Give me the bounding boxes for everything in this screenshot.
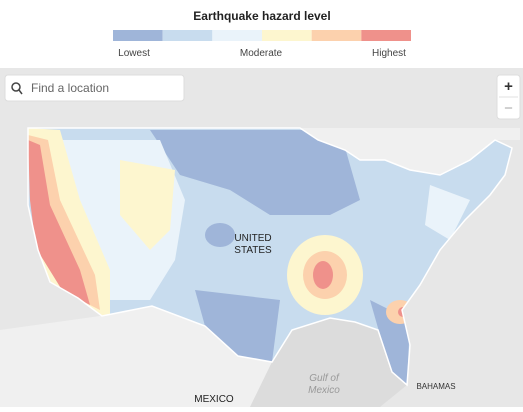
legend-swatch — [361, 30, 411, 41]
search-placeholder: Find a location — [31, 81, 109, 95]
gulf-label: Gulf of — [309, 373, 340, 384]
gulf-label: Mexico — [308, 385, 340, 396]
legend-bar — [113, 30, 411, 41]
legend-label: Moderate — [240, 48, 283, 59]
legend-swatch — [311, 30, 362, 41]
legend-label: Lowest — [118, 48, 150, 59]
zoom-in[interactable]: + — [504, 78, 513, 95]
legend-label: Highest — [372, 48, 406, 59]
country-label: STATES — [234, 245, 272, 256]
legend-swatch — [162, 30, 213, 41]
gulf-water — [250, 318, 407, 407]
legend-title: Earthquake hazard level — [193, 9, 330, 23]
legend-swatch — [262, 30, 312, 41]
bahamas-label: BAHAMAS — [416, 382, 455, 391]
mexico-land — [0, 306, 272, 407]
search-box[interactable] — [4, 74, 185, 102]
canada-land — [300, 128, 520, 175]
legend-swatch — [113, 30, 163, 41]
search-icon — [11, 82, 21, 92]
country-label: UNITED — [234, 233, 271, 244]
search-icon — [18, 89, 23, 95]
zoom-out[interactable]: − — [504, 100, 513, 117]
legend-swatch — [212, 30, 262, 41]
mexico-label: MEXICO — [194, 394, 234, 405]
